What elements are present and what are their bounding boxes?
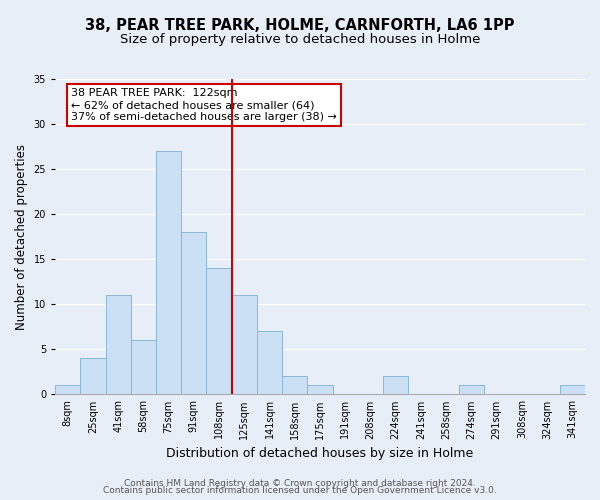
Text: Size of property relative to detached houses in Holme: Size of property relative to detached ho… — [120, 32, 480, 46]
Y-axis label: Number of detached properties: Number of detached properties — [15, 144, 28, 330]
Bar — [131, 340, 156, 394]
Bar — [206, 268, 232, 394]
Bar — [560, 386, 585, 394]
Bar — [257, 332, 282, 394]
Bar — [156, 151, 181, 394]
X-axis label: Distribution of detached houses by size in Holme: Distribution of detached houses by size … — [166, 447, 473, 460]
Bar — [232, 296, 257, 394]
Text: 38, PEAR TREE PARK, HOLME, CARNFORTH, LA6 1PP: 38, PEAR TREE PARK, HOLME, CARNFORTH, LA… — [85, 18, 515, 32]
Bar — [282, 376, 307, 394]
Bar — [80, 358, 106, 394]
Bar — [106, 296, 131, 394]
Bar — [307, 386, 332, 394]
Text: Contains HM Land Registry data © Crown copyright and database right 2024.: Contains HM Land Registry data © Crown c… — [124, 478, 476, 488]
Bar — [459, 386, 484, 394]
Bar — [383, 376, 409, 394]
Bar — [55, 386, 80, 394]
Text: 38 PEAR TREE PARK:  122sqm
← 62% of detached houses are smaller (64)
37% of semi: 38 PEAR TREE PARK: 122sqm ← 62% of detac… — [71, 88, 337, 122]
Text: Contains public sector information licensed under the Open Government Licence v3: Contains public sector information licen… — [103, 486, 497, 495]
Bar — [181, 232, 206, 394]
